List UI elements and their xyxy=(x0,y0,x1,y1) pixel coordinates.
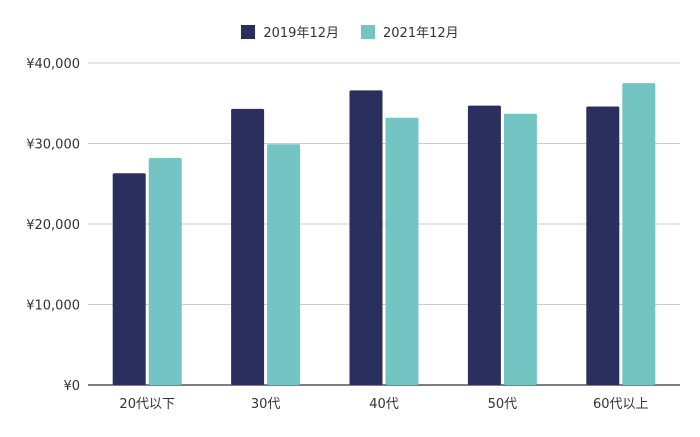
legend-label-series-1: 2019年12月 xyxy=(263,26,339,41)
y-tick-label: ¥40,000 xyxy=(26,57,80,72)
x-tick-label: 40代 xyxy=(369,397,399,412)
y-tick-label: ¥0 xyxy=(63,379,80,394)
bar-2 xyxy=(148,157,182,385)
y-tick-label: ¥10,000 xyxy=(26,299,80,314)
legend-label-series-2: 2021年12月 xyxy=(383,26,459,41)
y-tick-label: ¥20,000 xyxy=(26,218,80,233)
legend-swatch-series-1 xyxy=(241,24,256,39)
bar-2 xyxy=(267,144,301,385)
bar-1 xyxy=(586,106,620,385)
bar-1 xyxy=(112,173,146,385)
legend-swatch-series-2 xyxy=(361,24,375,39)
legend: 2019年12月 2021年12月 xyxy=(0,22,700,41)
bar-2 xyxy=(622,83,656,385)
x-tick-label: 50代 xyxy=(488,397,518,412)
bar-2 xyxy=(385,117,419,386)
bar-1 xyxy=(467,105,501,385)
bar-2 xyxy=(503,113,537,385)
x-tick-label: 20代以下 xyxy=(119,397,175,412)
bar-1 xyxy=(231,108,265,385)
legend-item-series-2: 2021年12月 xyxy=(361,22,459,41)
x-tick-label: 60代以上 xyxy=(593,397,649,412)
legend-item-series-1: 2019年12月 xyxy=(241,22,339,41)
bar-1 xyxy=(349,90,383,386)
x-tick-label: 30代 xyxy=(251,397,281,412)
y-tick-label: ¥30,000 xyxy=(26,138,80,153)
